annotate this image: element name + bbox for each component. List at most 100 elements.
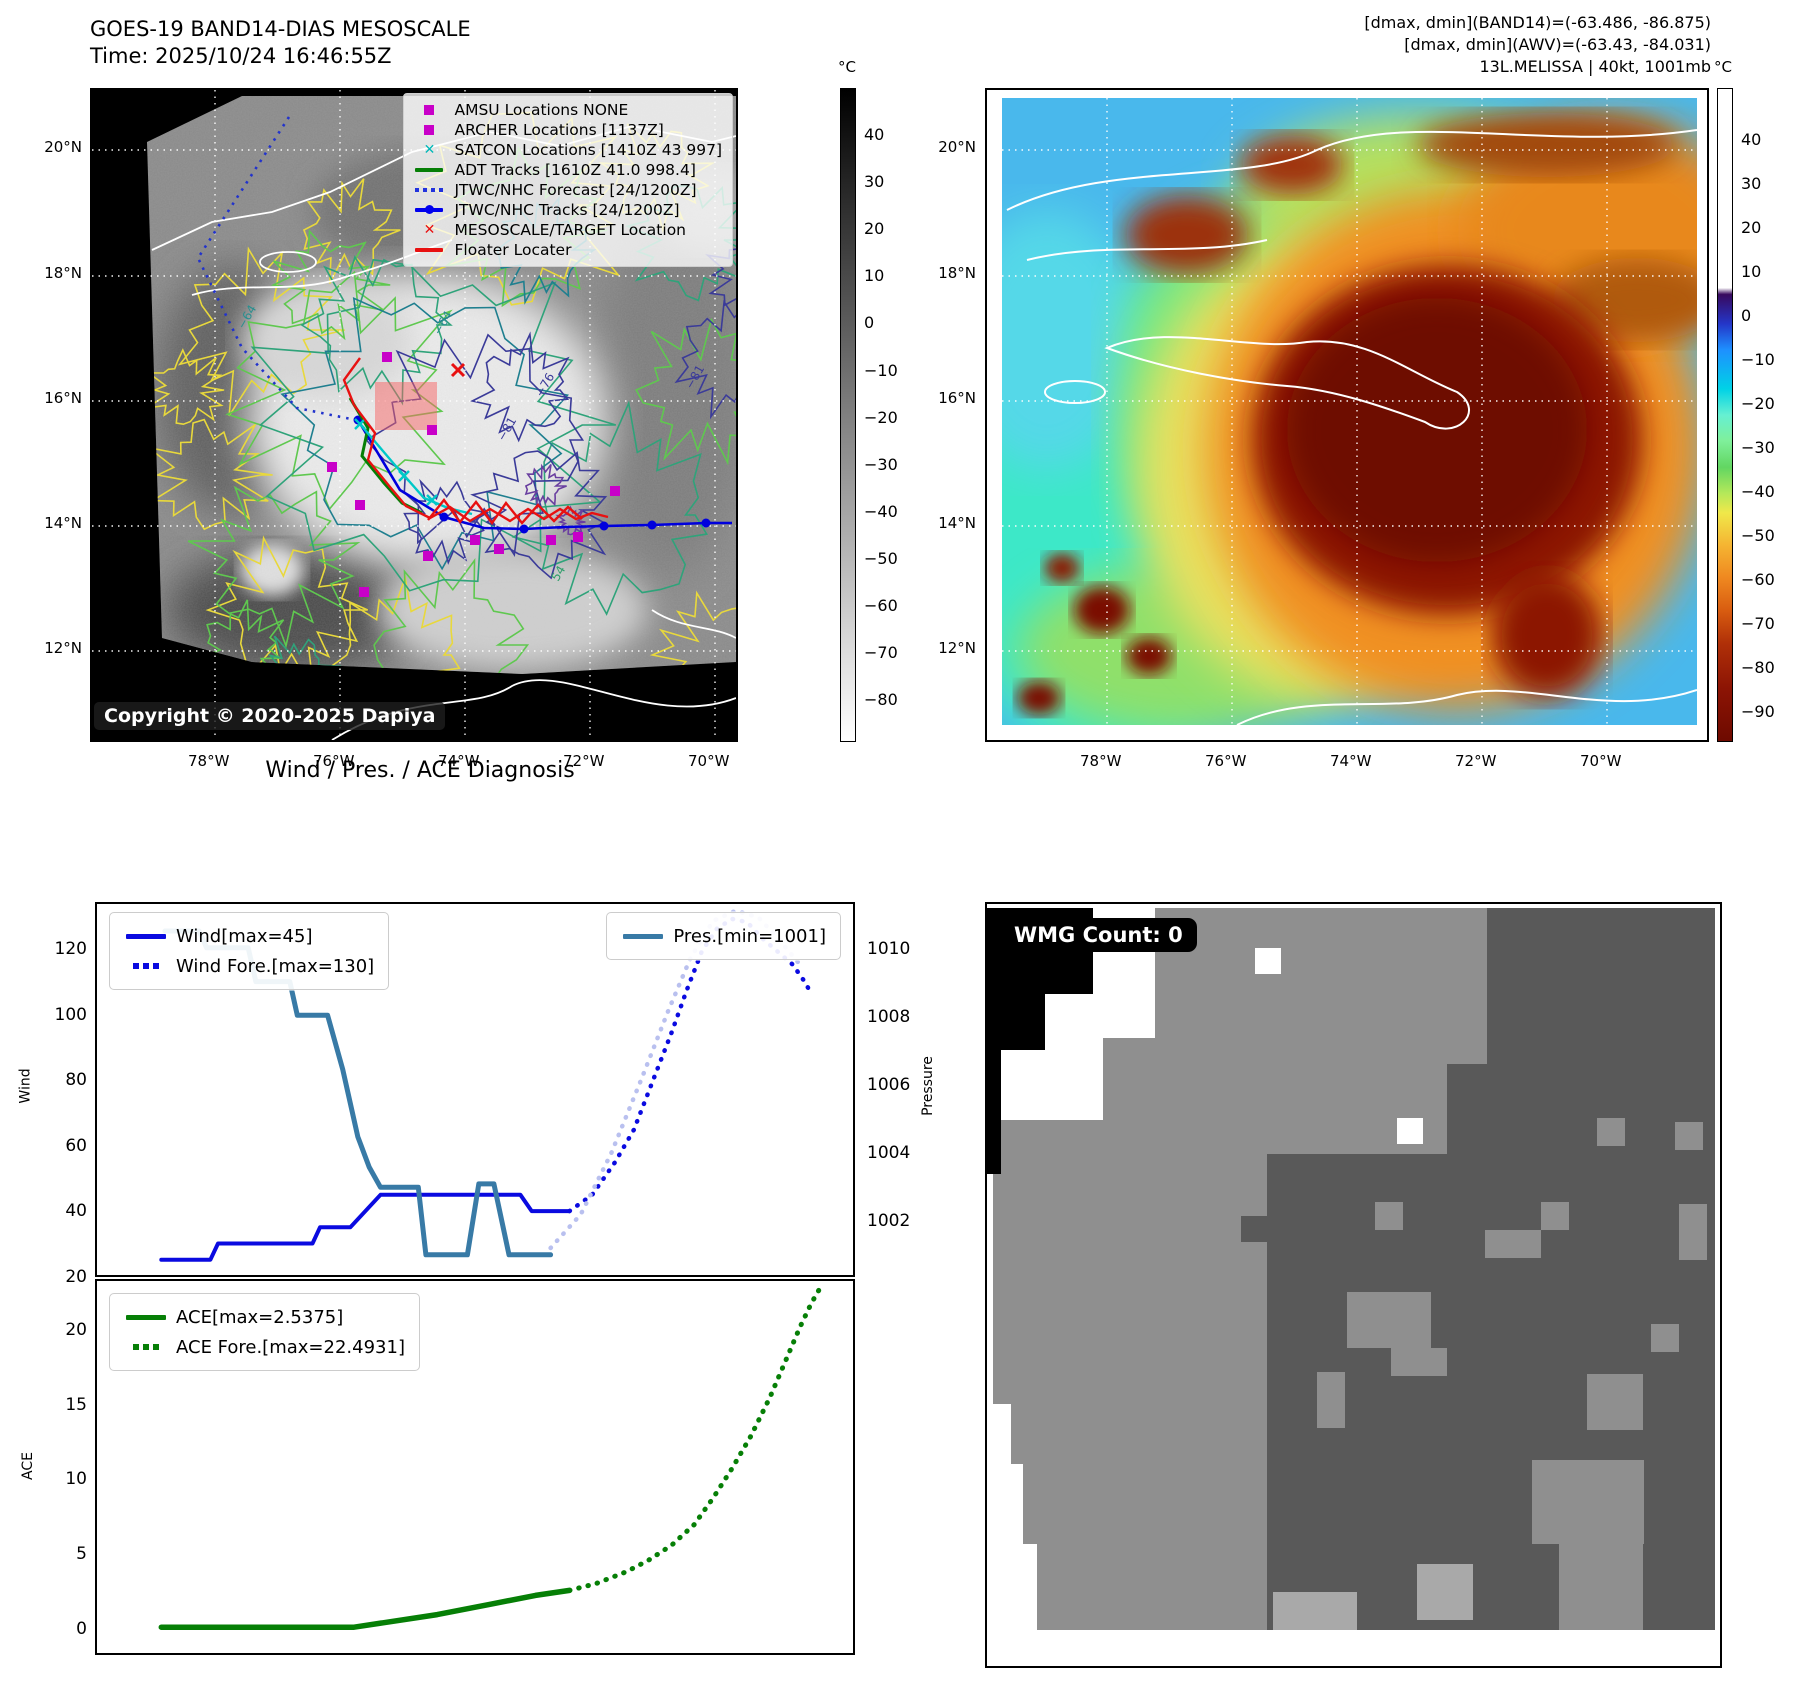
awv-cbar-tick: −90	[1741, 702, 1775, 721]
series-pres-fore-	[548, 908, 803, 1251]
legend-label: ACE[max=2.5375]	[176, 1306, 344, 1328]
band14-cbar-tick: −80	[864, 690, 898, 710]
wind-ytick: 100	[54, 1004, 87, 1025]
awv-cbar-tick: 30	[1741, 174, 1762, 193]
legend-item-mesoscale-target: ✕ MESOSCALE/TARGET Location	[412, 220, 722, 240]
contour-line	[555, 505, 588, 536]
storm-id-intensity: 13L.MELISSA | 40kt, 1001mb	[1479, 57, 1711, 76]
amsu-archer-marker	[382, 352, 392, 362]
amsu-archer-marker	[327, 462, 337, 472]
wind-ytick: 80	[65, 1070, 87, 1091]
contour-line	[187, 485, 361, 649]
ace-ytick: 15	[65, 1394, 87, 1415]
band14-colorbar-unit: °C	[838, 58, 856, 76]
legend-item-ace-fore: ACE Fore.[max=22.4931]	[124, 1332, 405, 1362]
series-wind-max-45-	[159, 1192, 572, 1262]
ace-chart: ACE[max=2.5375] ACE Fore.[max=22.4931]	[95, 1279, 855, 1655]
band14-cbar-tick: −60	[864, 596, 898, 615]
legend-label: Wind Fore.[max=130]	[176, 955, 375, 977]
awv-cbar-tick: −50	[1741, 526, 1775, 545]
pressure-ytick: 1008	[867, 1006, 911, 1027]
wmg-count-badge: WMG Count: 0	[1000, 918, 1197, 952]
awv-colorbar-unit: °C	[1714, 58, 1732, 76]
awv-cbar-tick: −60	[1741, 570, 1775, 589]
band14-map-legend: AMSU Locations NONE ARCHER Locations [11…	[403, 93, 733, 267]
contour-line	[373, 558, 530, 674]
awv-lon-label: 70°W	[1580, 752, 1622, 770]
ace-ytick: 0	[76, 1618, 87, 1639]
pressure-ytick: 1010	[867, 938, 911, 959]
series-ace-fore-max-22-4931-	[567, 1287, 822, 1593]
ace-legend: ACE[max=2.5375] ACE Fore.[max=22.4931]	[109, 1293, 420, 1371]
graticule	[92, 90, 736, 740]
ace-ytick: 5	[76, 1544, 87, 1565]
band14-cbar-tick: −20	[864, 407, 898, 427]
awv-colorbar	[1717, 88, 1733, 742]
legend-label: ACE Fore.[max=22.4931]	[176, 1336, 405, 1358]
legend-label: ARCHER Locations [1137Z]	[454, 121, 664, 139]
contour-line	[469, 331, 570, 443]
legend-label: Pres.[min=1001]	[673, 925, 826, 947]
legend-item-amsu: AMSU Locations NONE	[412, 100, 722, 120]
band14-time: Time: 2025/10/24 16:46:55Z	[90, 44, 392, 68]
ace-ytick: 20	[65, 1320, 87, 1341]
contour-line	[511, 400, 709, 616]
amsu-archer-marker	[610, 486, 620, 496]
band14-lat-label: 20°N	[44, 138, 82, 156]
wind-ytick: 60	[65, 1135, 87, 1156]
awv-lon-label: 74°W	[1330, 752, 1372, 770]
wmg-panel: WMG Count: 0	[985, 902, 1722, 1668]
awv-lat-label: 16°N	[938, 389, 976, 407]
x-marker-icon: ✕	[423, 142, 436, 158]
graticule	[1002, 98, 1697, 725]
square-marker-icon	[424, 125, 435, 135]
band14-map: −64 −64 −81 −76 −81 54 AMSU Locations NONE AR…	[90, 88, 738, 742]
amsu-archer-marker	[355, 500, 365, 510]
legend-label: ADT Tracks [1610Z 41.0 998.4]	[454, 161, 696, 179]
band14-cbar-tick: 40	[864, 125, 885, 144]
pressure-ytick: 1006	[867, 1075, 911, 1096]
contour-line	[635, 317, 736, 466]
mesoscale-target-x	[450, 362, 466, 378]
pressure-axis-label: Pressure	[919, 1056, 936, 1116]
band14-cbar-tick: 10	[864, 266, 885, 286]
wind-axis-label: Wind	[17, 1068, 34, 1104]
band14-cbar-tick: −70	[864, 643, 898, 663]
contour-line	[649, 590, 736, 674]
contour-line	[270, 229, 391, 341]
contour-line	[147, 348, 225, 426]
band14-lat-label: 12°N	[44, 639, 82, 657]
series-ace-max-2-5375-	[158, 1587, 573, 1630]
contour-value-label: 54	[548, 563, 568, 583]
awv-cbar-tick: −70	[1741, 614, 1775, 633]
legend-item-jtwc-forecast: JTWC/NHC Forecast [24/1200Z]	[412, 180, 722, 200]
awv-cbar-tick: 40	[1741, 130, 1762, 149]
contour-line	[177, 246, 345, 417]
awv-lat-label: 14°N	[938, 514, 976, 532]
square-marker-icon	[424, 105, 435, 115]
pressure-ytick: 1002	[867, 1211, 911, 1232]
dmax-dmin-awv: [dmax, dmin](AWV)=(-63.43, -84.031)	[1404, 35, 1711, 54]
contour-line	[300, 255, 453, 406]
wind-ytick: 40	[65, 1201, 87, 1222]
awv-map	[985, 88, 1709, 742]
legend-item-wind-fore: Wind Fore.[max=130]	[124, 951, 374, 981]
legend-item-archer: ARCHER Locations [1137Z]	[412, 120, 722, 140]
awv-lon-label: 78°W	[1080, 752, 1122, 770]
legend-label: JTWC/NHC Tracks [24/1200Z]	[454, 201, 680, 219]
amsu-archer-marker	[546, 535, 556, 545]
jtwc-track	[353, 415, 732, 534]
band14-lat-label: 16°N	[44, 389, 82, 407]
contour-line	[250, 258, 617, 592]
amsu-archer-marker	[470, 535, 480, 545]
legend-item-pres: Pres.[min=1001]	[621, 921, 826, 951]
band14-lat-label: 18°N	[44, 264, 82, 282]
legend-label: AMSU Locations NONE	[454, 101, 629, 119]
legend-item-adt: ADT Tracks [1610Z 41.0 998.4]	[412, 160, 722, 180]
legend-label: SATCON Locations [1410Z 43 997]	[454, 141, 722, 159]
mesoscale-target-box	[375, 382, 437, 430]
contour-line	[205, 535, 369, 674]
line-marker-icon	[415, 248, 444, 252]
band14-title: GOES-19 BAND14-DIAS MESOSCALE	[90, 17, 471, 41]
awv-cbar-tick: 0	[1741, 306, 1752, 325]
